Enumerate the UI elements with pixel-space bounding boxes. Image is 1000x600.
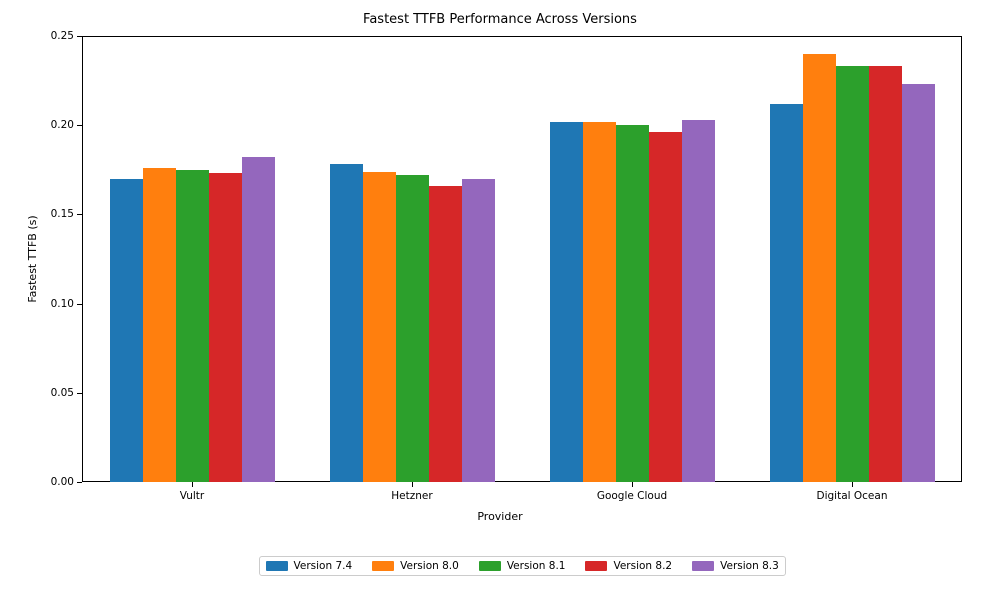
bar — [869, 66, 902, 482]
y-tick — [77, 482, 82, 483]
y-tick — [77, 214, 82, 215]
bar — [682, 120, 715, 482]
x-tick-label: Vultr — [180, 490, 204, 502]
legend-item: Version 8.2 — [585, 560, 672, 572]
legend-item: Version 8.1 — [479, 560, 566, 572]
bar — [330, 164, 363, 482]
bar — [176, 170, 209, 482]
axis-spine — [82, 36, 962, 37]
legend-item: Version 8.3 — [692, 560, 779, 572]
bar — [770, 104, 803, 482]
bar — [462, 179, 495, 482]
x-tick — [412, 482, 413, 487]
legend-label: Version 8.0 — [400, 560, 459, 572]
bar — [902, 84, 935, 482]
bar — [616, 125, 649, 482]
legend: Version 7.4 Version 8.0 Version 8.1 Version… — [259, 556, 786, 576]
y-tick — [77, 393, 82, 394]
plot-area — [82, 36, 962, 482]
y-tick-label: 0.00 — [51, 476, 74, 488]
x-tick — [632, 482, 633, 487]
bar — [649, 132, 682, 482]
x-tick — [852, 482, 853, 487]
legend-label: Version 8.1 — [507, 560, 566, 572]
y-tick-label: 0.15 — [51, 208, 74, 220]
legend-swatch — [479, 561, 501, 571]
bar — [836, 66, 869, 482]
y-tick — [77, 36, 82, 37]
y-tick-label: 0.05 — [51, 387, 74, 399]
y-tick-label: 0.20 — [51, 119, 74, 131]
legend-label: Version 7.4 — [294, 560, 353, 572]
bar — [209, 173, 242, 482]
legend-label: Version 8.2 — [613, 560, 672, 572]
legend-swatch — [266, 561, 288, 571]
bar — [550, 122, 583, 482]
legend-item: Version 7.4 — [266, 560, 353, 572]
legend-item: Version 8.0 — [372, 560, 459, 572]
x-tick — [192, 482, 193, 487]
y-tick-label: 0.25 — [51, 30, 74, 42]
bar — [143, 168, 176, 482]
legend-label: Version 8.3 — [720, 560, 779, 572]
x-tick-label: Digital Ocean — [817, 490, 888, 502]
legend-swatch — [692, 561, 714, 571]
y-tick — [77, 304, 82, 305]
axis-spine — [961, 36, 962, 482]
x-tick-label: Google Cloud — [597, 490, 667, 502]
x-tick-label: Hetzner — [391, 490, 432, 502]
bar — [429, 186, 462, 482]
legend-swatch — [372, 561, 394, 571]
y-axis-label: Fastest TTFB (s) — [26, 215, 39, 302]
bar — [363, 172, 396, 482]
legend-swatch — [585, 561, 607, 571]
bar — [803, 54, 836, 482]
bar — [583, 122, 616, 482]
x-axis-label: Provider — [0, 510, 1000, 523]
y-tick — [77, 125, 82, 126]
bar — [110, 179, 143, 482]
axis-spine — [82, 36, 83, 482]
bar — [396, 175, 429, 482]
figure: Fastest TTFB Performance Across Versions… — [0, 0, 1000, 600]
chart-title: Fastest TTFB Performance Across Versions — [0, 12, 1000, 27]
bar — [242, 157, 275, 482]
y-tick-label: 0.10 — [51, 298, 74, 310]
